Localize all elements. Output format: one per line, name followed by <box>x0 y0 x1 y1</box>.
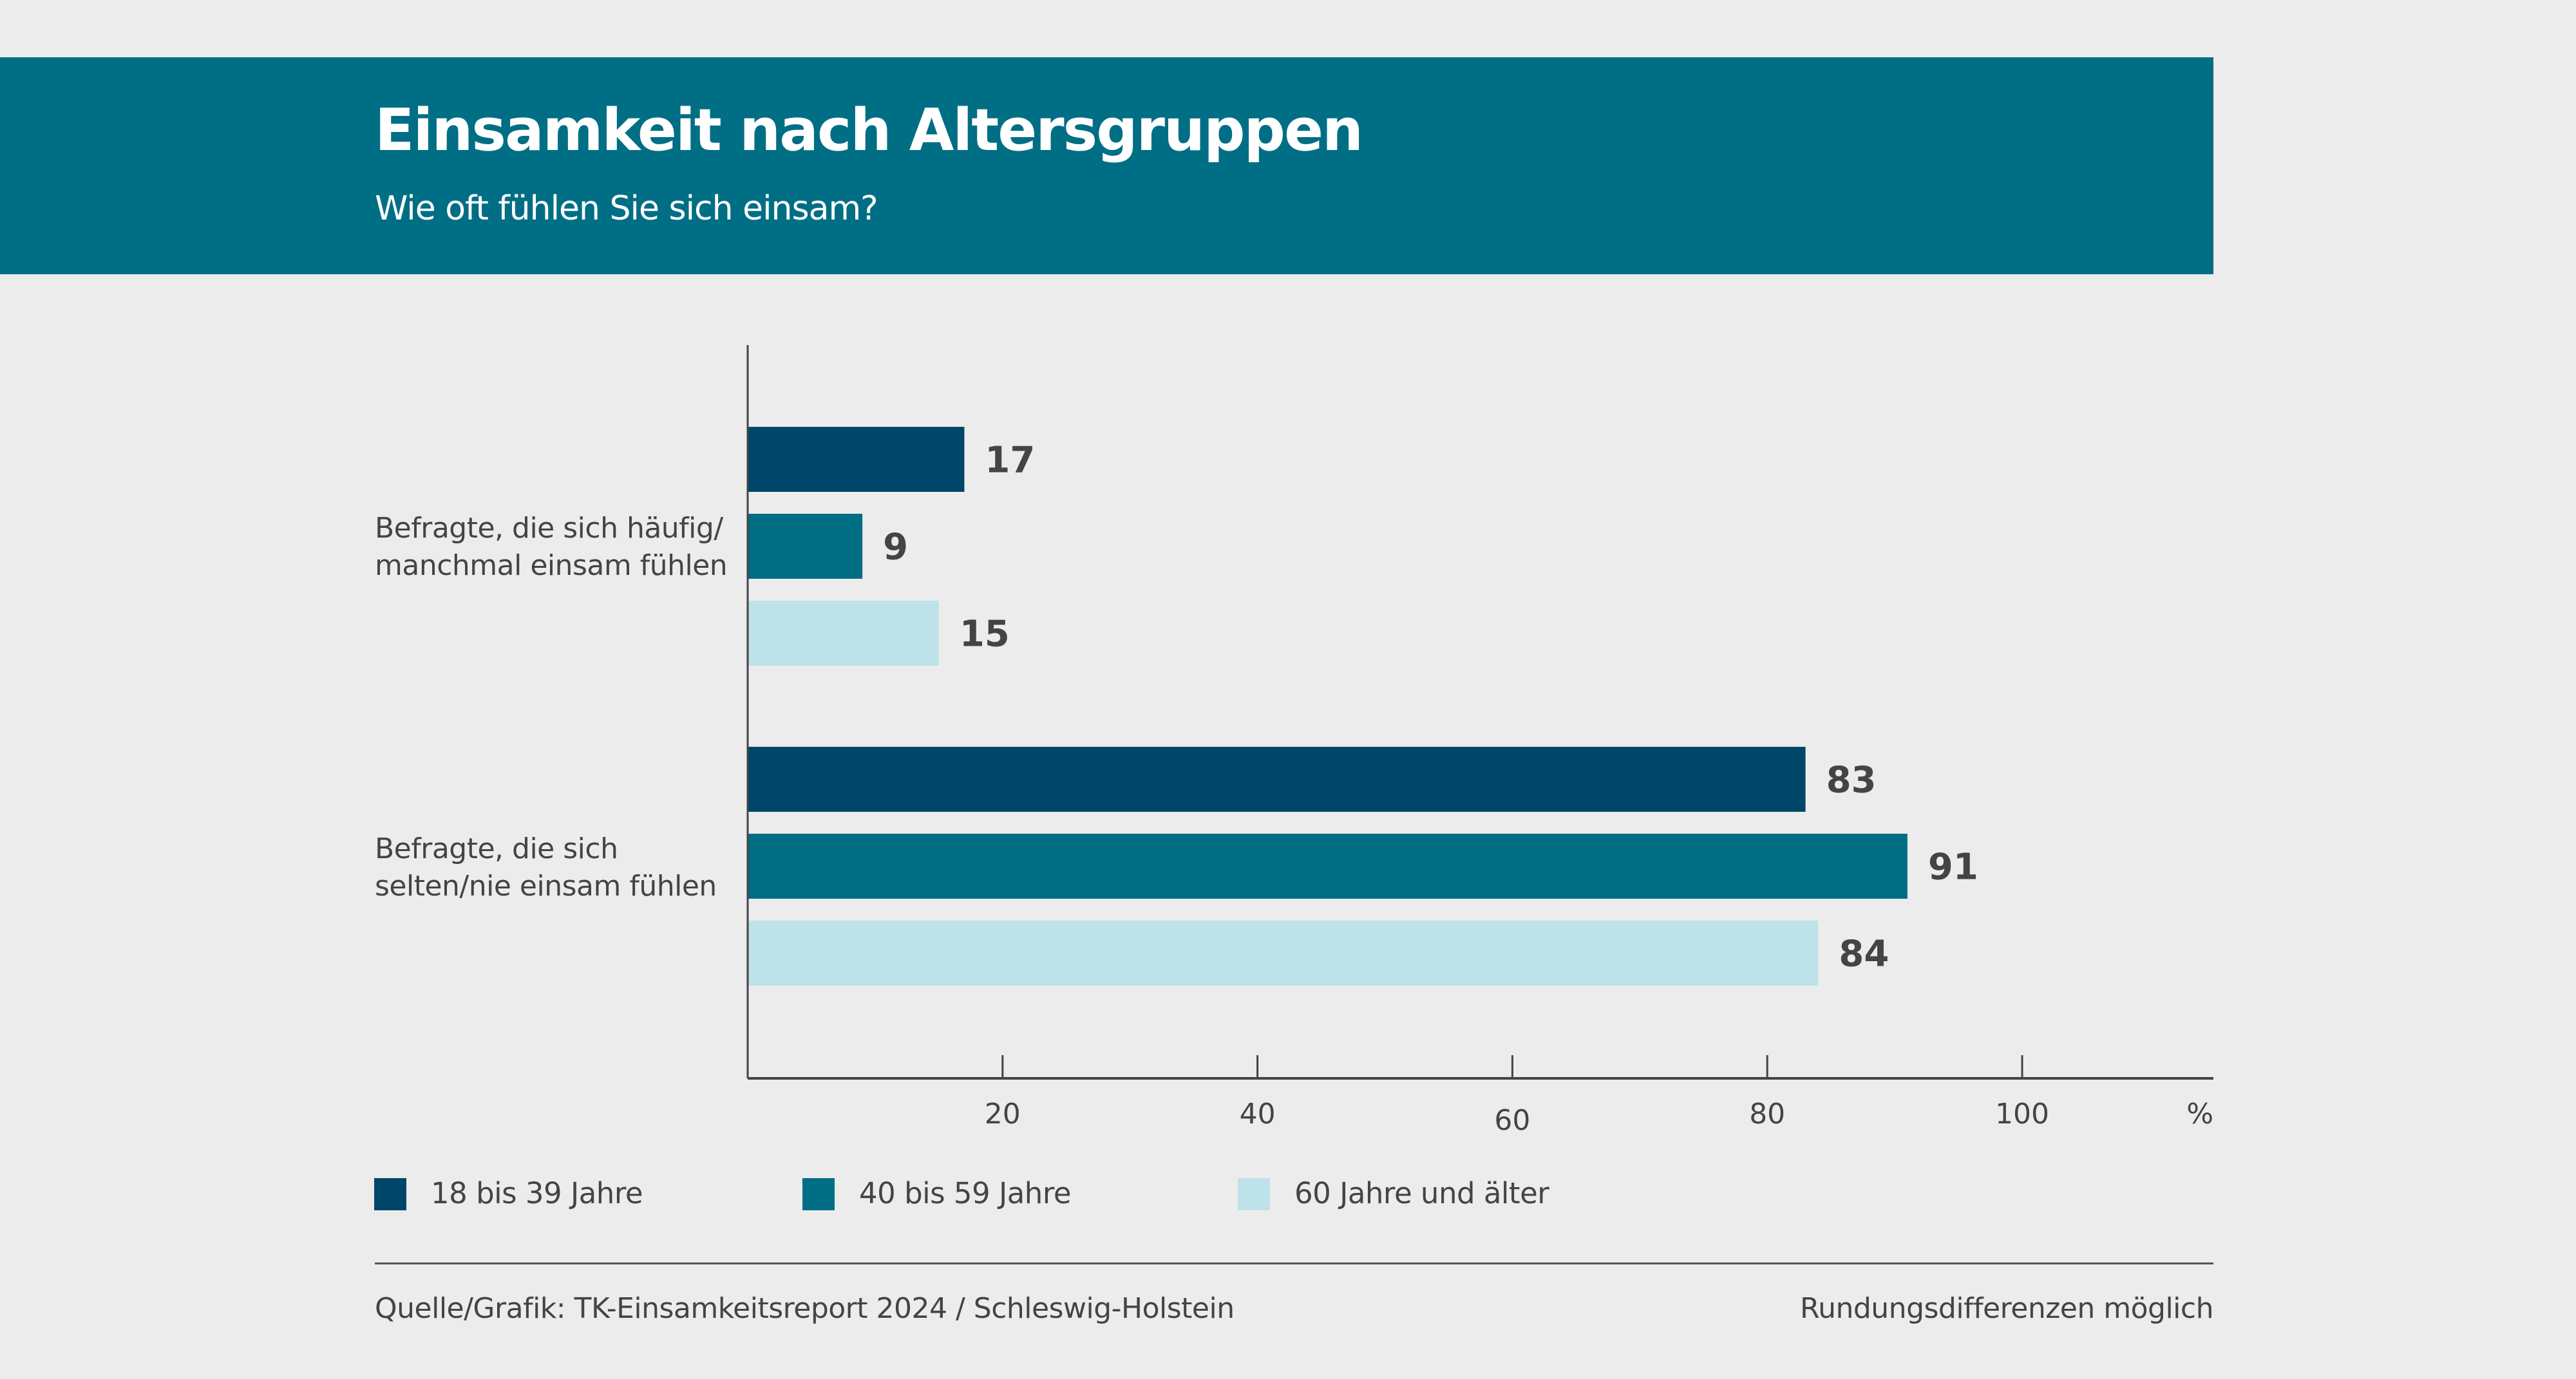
x-tick-label: 100 <box>1995 1098 2049 1130</box>
category-label-rarely: Befragte, die sich selten/nie einsam füh… <box>375 830 717 905</box>
legend-swatch <box>1238 1178 1270 1210</box>
bar-value-label: 17 <box>985 440 1035 482</box>
x-tick-label: 80 <box>1749 1098 1785 1130</box>
category-label-line: Befragte, die sich häufig/ <box>375 512 723 545</box>
bar <box>748 427 965 492</box>
bar <box>748 747 1806 812</box>
category-label-line: Befragte, die sich <box>375 832 618 865</box>
x-tick-label: 40 <box>1240 1098 1276 1130</box>
legend-swatch <box>374 1178 406 1210</box>
category-label-line: manchmal einsam fühlen <box>375 549 728 582</box>
bar <box>748 834 1908 899</box>
chart-title: Einsamkeit nach Altersgruppen <box>375 97 1363 164</box>
bar-value-label: 84 <box>1839 933 1889 975</box>
chart-subtitle: Wie oft fühlen Sie sich einsam? <box>375 189 878 228</box>
bar-value-label: 9 <box>883 527 908 568</box>
bar-value-label: 83 <box>1826 760 1877 802</box>
bar-value-label: 15 <box>960 614 1010 655</box>
x-tick-label: 60 <box>1494 1104 1530 1137</box>
category-label-often: Befragte, die sich häufig/ manchmal eins… <box>375 510 728 585</box>
source-note: Quelle/Grafik: TK-Einsamkeitsreport 2024… <box>375 1292 1235 1325</box>
header-banner <box>0 57 2213 274</box>
category-label-line: selten/nie einsam fühlen <box>375 870 717 903</box>
bar <box>748 921 1819 986</box>
rounding-note: Rundungsdifferenzen möglich <box>1800 1292 2214 1325</box>
x-tick-label: 20 <box>985 1098 1021 1130</box>
bar <box>748 601 939 666</box>
legend-swatch <box>802 1178 835 1210</box>
footer-divider <box>375 1262 2213 1264</box>
bar-value-label: 91 <box>1928 847 1978 888</box>
x-unit-label: % <box>2186 1098 2213 1130</box>
bar <box>748 514 863 579</box>
legend-label: 18 bis 39 Jahre <box>431 1176 643 1210</box>
legend-label: 40 bis 59 Jahre <box>859 1176 1072 1210</box>
legend-label: 60 Jahre und älter <box>1294 1176 1549 1210</box>
